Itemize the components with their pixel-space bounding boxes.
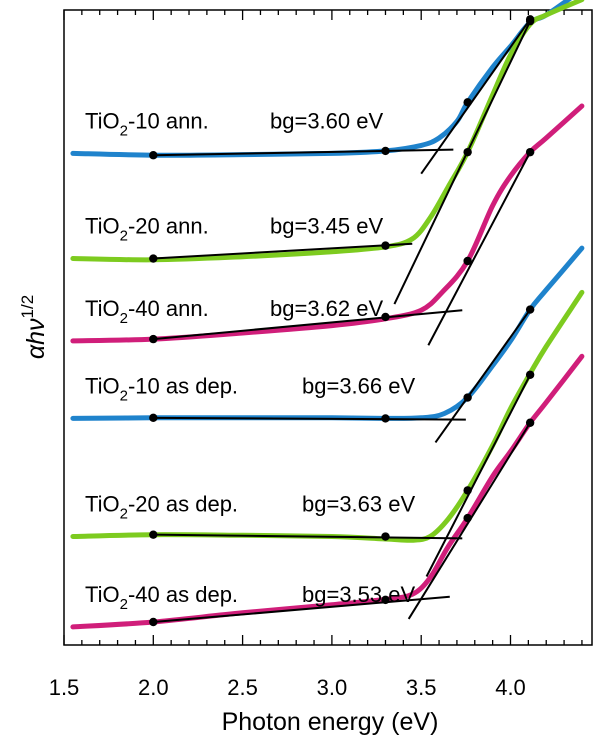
fit-lines — [153, 18, 532, 624]
y-axis-label: αhν1/2 — [18, 295, 50, 359]
x-tick-label: 4.0 — [495, 675, 526, 700]
fit-point — [149, 617, 158, 627]
series-label-5: TiO2-20 as dep. — [85, 492, 238, 523]
fit-edge-4 — [434, 309, 531, 444]
x-tick-label: 3.0 — [317, 675, 348, 700]
fit-point — [463, 147, 472, 157]
bandgap-label-5: bg=3.63 eV — [302, 492, 415, 517]
fit-baseline-6 — [153, 595, 450, 624]
fit-edge-3 — [427, 151, 532, 346]
series-label-6: TiO2-40 as dep. — [85, 582, 238, 613]
bandgap-label-4: bg=3.66 eV — [302, 373, 415, 398]
bandgap-label-3: bg=3.62 eV — [270, 296, 383, 321]
fit-baseline-2 — [153, 242, 413, 260]
bandgap-label-1: bg=3.60 eV — [270, 108, 383, 133]
fit-point — [463, 486, 472, 495]
fit-baseline-1 — [153, 148, 454, 157]
bandgap-label-6: bg=3.53 eV — [302, 582, 415, 607]
fit-point — [149, 254, 158, 263]
fit-point — [149, 413, 158, 423]
x-tick-label: 3.5 — [406, 675, 437, 700]
fit-baseline-4 — [153, 416, 466, 421]
fit-point — [381, 241, 390, 250]
x-tick-label: 1.5 — [49, 675, 80, 700]
fit-point — [381, 312, 390, 322]
series-label-2: TiO2-20 ann. — [85, 214, 209, 245]
fit-edge-5 — [425, 374, 532, 577]
fit-edge-1 — [420, 18, 531, 175]
fit-point — [525, 16, 535, 26]
x-tick-label: 2.5 — [227, 675, 258, 700]
fit-points — [149, 15, 535, 627]
fit-point — [463, 98, 472, 107]
fit-baseline-3 — [153, 309, 463, 341]
x-ticks: 1.5 2.0 2.5 3.0 3.5 4.0 — [49, 10, 583, 700]
series-labels: TiO2-10 ann. bg=3.60 eV TiO2-20 ann. bg=3.4… — [85, 108, 415, 613]
plot-frame — [63, 9, 593, 646]
fit-point — [463, 256, 472, 266]
fit-point — [381, 146, 390, 156]
fit-point — [149, 334, 158, 344]
fit-point — [381, 532, 390, 541]
fit-point — [525, 418, 535, 427]
series-label-4: TiO2-10 as dep. — [85, 373, 238, 404]
fit-point — [525, 305, 535, 314]
x-axis-label: Photon energy (eV) — [222, 708, 439, 736]
fit-edge-2 — [393, 20, 532, 305]
fit-point — [525, 370, 535, 379]
series-label-3: TiO2-40 ann. — [85, 296, 209, 327]
fit-point — [149, 151, 158, 160]
bandgap-label-2: bg=3.45 eV — [270, 214, 383, 239]
x-tick-label: 2.0 — [138, 675, 169, 700]
fit-point — [463, 393, 472, 402]
fit-point — [525, 147, 535, 157]
series-label-1: TiO2-10 ann. — [85, 108, 209, 139]
fit-baseline-5 — [153, 533, 463, 540]
fit-point — [149, 530, 158, 539]
fit-point — [463, 513, 472, 523]
fit-point — [381, 414, 390, 423]
fit-point — [381, 595, 390, 605]
